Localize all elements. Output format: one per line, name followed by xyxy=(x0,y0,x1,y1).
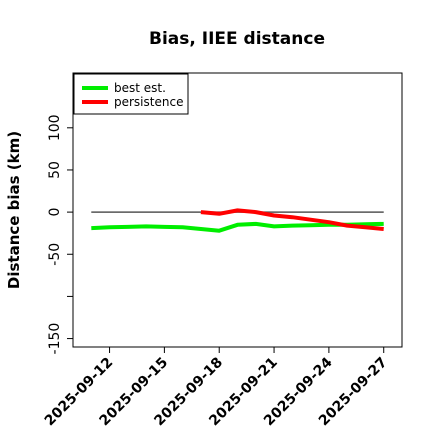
legend-label: persistence xyxy=(114,95,183,109)
y-axis-label: Distance bias (km) xyxy=(5,131,23,289)
legend-label: best est. xyxy=(114,81,166,95)
chart-title: Bias, IIEE distance xyxy=(149,29,325,49)
series-line-persistence xyxy=(200,208,384,231)
y-axis: -150 -50 0 50 100 xyxy=(47,114,73,354)
y-tick-label: -150 xyxy=(47,323,63,355)
y-tick-label: 100 xyxy=(47,114,63,141)
series-layer xyxy=(91,208,384,233)
x-axis: 2025-09-122025-09-152025-09-182025-09-21… xyxy=(42,347,391,429)
y-tick-label: 50 xyxy=(47,161,63,179)
y-tick-label: 0 xyxy=(47,208,63,217)
plot-frame xyxy=(72,72,403,348)
legend-box xyxy=(73,73,189,115)
legend: best est.persistence xyxy=(73,73,189,115)
y-tick-label: -50 xyxy=(47,243,63,266)
